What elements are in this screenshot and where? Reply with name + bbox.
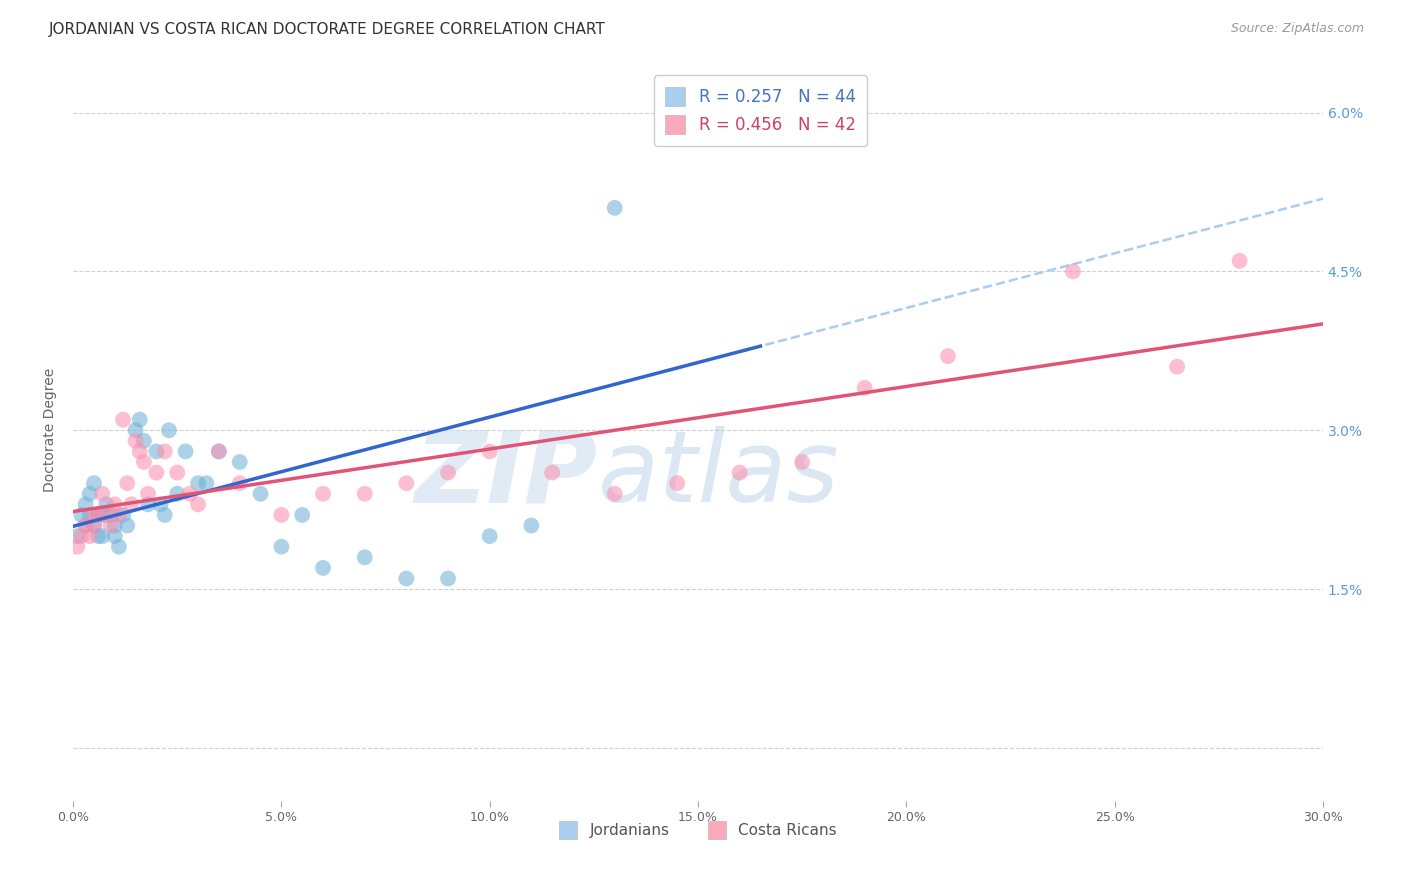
Point bbox=[132, 434, 155, 448]
Point bbox=[478, 444, 501, 458]
Point bbox=[157, 423, 180, 437]
Point bbox=[437, 466, 460, 480]
Point bbox=[603, 201, 626, 215]
Point bbox=[128, 444, 150, 458]
Point bbox=[120, 497, 142, 511]
Text: atlas: atlas bbox=[598, 426, 839, 524]
Point bbox=[728, 466, 751, 480]
Point bbox=[104, 529, 127, 543]
Point bbox=[187, 497, 209, 511]
Point bbox=[353, 487, 375, 501]
Point bbox=[96, 497, 118, 511]
Point bbox=[108, 540, 131, 554]
Point bbox=[70, 529, 93, 543]
Point bbox=[603, 487, 626, 501]
Point bbox=[478, 529, 501, 543]
Point bbox=[83, 518, 105, 533]
Point bbox=[728, 105, 751, 120]
Point bbox=[166, 466, 188, 480]
Point bbox=[112, 508, 135, 522]
Point bbox=[520, 518, 543, 533]
Point bbox=[124, 423, 146, 437]
Point bbox=[395, 476, 418, 491]
Point bbox=[853, 381, 876, 395]
Point bbox=[87, 529, 110, 543]
Point bbox=[353, 550, 375, 565]
Point bbox=[128, 412, 150, 426]
Point bbox=[270, 540, 292, 554]
Point bbox=[312, 487, 335, 501]
Y-axis label: Doctorate Degree: Doctorate Degree bbox=[44, 368, 58, 492]
Point bbox=[1229, 253, 1251, 268]
Point bbox=[83, 508, 105, 522]
Point bbox=[79, 487, 101, 501]
Point bbox=[91, 508, 114, 522]
Point bbox=[270, 508, 292, 522]
Point bbox=[100, 508, 122, 522]
Point bbox=[112, 412, 135, 426]
Point bbox=[108, 508, 131, 522]
Point bbox=[291, 508, 314, 522]
Point bbox=[66, 529, 89, 543]
Point bbox=[395, 572, 418, 586]
Point bbox=[195, 476, 218, 491]
Point bbox=[87, 508, 110, 522]
Point bbox=[166, 487, 188, 501]
Point bbox=[104, 497, 127, 511]
Point bbox=[208, 444, 231, 458]
Point bbox=[153, 444, 176, 458]
Point bbox=[104, 518, 127, 533]
Point bbox=[136, 497, 159, 511]
Point bbox=[149, 497, 172, 511]
Point bbox=[541, 466, 564, 480]
Point bbox=[132, 455, 155, 469]
Point bbox=[79, 508, 101, 522]
Text: JORDANIAN VS COSTA RICAN DOCTORATE DEGREE CORRELATION CHART: JORDANIAN VS COSTA RICAN DOCTORATE DEGRE… bbox=[49, 22, 606, 37]
Point bbox=[792, 455, 814, 469]
Point bbox=[145, 466, 167, 480]
Point bbox=[936, 349, 959, 363]
Point bbox=[117, 518, 139, 533]
Point bbox=[117, 476, 139, 491]
Point bbox=[79, 529, 101, 543]
Point bbox=[1062, 264, 1084, 278]
Point bbox=[437, 572, 460, 586]
Point bbox=[70, 508, 93, 522]
Point bbox=[229, 455, 252, 469]
Point bbox=[75, 497, 97, 511]
Point bbox=[87, 508, 110, 522]
Point bbox=[96, 508, 118, 522]
Text: ZIP: ZIP bbox=[415, 426, 598, 524]
Point bbox=[124, 434, 146, 448]
Point bbox=[249, 487, 271, 501]
Point bbox=[136, 487, 159, 501]
Point bbox=[100, 518, 122, 533]
Point bbox=[666, 476, 689, 491]
Point bbox=[1166, 359, 1188, 374]
Point bbox=[229, 476, 252, 491]
Point bbox=[91, 487, 114, 501]
Point bbox=[208, 444, 231, 458]
Text: Source: ZipAtlas.com: Source: ZipAtlas.com bbox=[1230, 22, 1364, 36]
Point bbox=[83, 518, 105, 533]
Legend: Jordanians, Costa Ricans: Jordanians, Costa Ricans bbox=[553, 815, 844, 845]
Point bbox=[187, 476, 209, 491]
Point bbox=[75, 518, 97, 533]
Point bbox=[145, 444, 167, 458]
Point bbox=[153, 508, 176, 522]
Point bbox=[66, 540, 89, 554]
Point bbox=[312, 561, 335, 575]
Point bbox=[83, 476, 105, 491]
Point bbox=[174, 444, 197, 458]
Point bbox=[179, 487, 201, 501]
Point bbox=[75, 518, 97, 533]
Point bbox=[91, 529, 114, 543]
